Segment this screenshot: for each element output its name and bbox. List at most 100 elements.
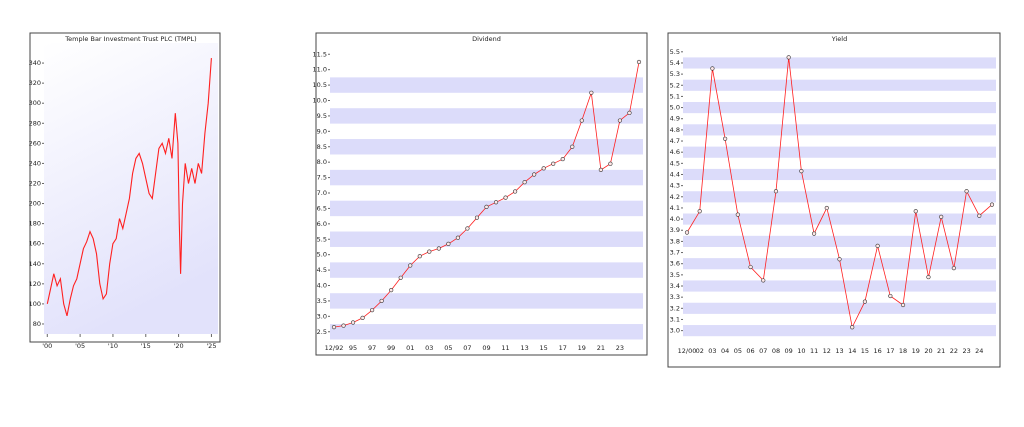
x-tick-label: 13 (520, 344, 528, 352)
y-tick-label: 340 (29, 59, 41, 67)
data-point (939, 214, 944, 219)
y-tick-label: 4.0 (317, 282, 327, 290)
x-tick-label: 12/92 (325, 344, 344, 352)
y-tick-label: 9.5 (317, 112, 327, 120)
data-point (811, 231, 817, 236)
y-tick-label: 5.3 (670, 70, 680, 78)
data-point (455, 235, 461, 240)
y-tick-label: 7.5 (317, 174, 327, 182)
data-point (926, 274, 931, 280)
data-point (875, 243, 880, 248)
y-tick-label: 10.0 (313, 97, 327, 105)
x-tick-label: 15 (861, 347, 869, 355)
data-point (512, 189, 518, 194)
data-point (532, 172, 537, 177)
y-tick-label: 320 (29, 79, 41, 87)
grid-band (683, 325, 996, 337)
data-point (761, 278, 766, 283)
y-tick-label: 240 (29, 159, 41, 167)
data-point (964, 189, 969, 194)
x-tick-label: 11 (501, 344, 509, 352)
grid-band (683, 280, 996, 292)
y-tick-label: 6.5 (317, 204, 327, 212)
y-tick-label: 4.9 (670, 115, 680, 123)
data-point (331, 325, 337, 330)
x-tick-label: 95 (349, 344, 357, 352)
x-tick-label: '05 (75, 342, 85, 350)
data-point (608, 161, 613, 166)
y-tick-label: 5.5 (317, 235, 327, 243)
y-tick-label: 11.0 (313, 66, 327, 74)
data-point (474, 215, 480, 220)
grid-band (683, 213, 996, 225)
y-tick-label: 4.6 (670, 148, 680, 156)
data-point (570, 144, 575, 149)
data-point (417, 254, 422, 259)
y-tick-label: 220 (29, 179, 41, 187)
x-tick-label: 13 (835, 347, 843, 355)
grid-band (683, 146, 996, 158)
y-tick-label: 120 (29, 280, 41, 288)
y-tick-label: 200 (29, 200, 41, 208)
chart-title: Dividend (472, 35, 501, 43)
y-tick-label: 3.8 (670, 237, 680, 245)
grid-band (330, 231, 643, 247)
y-tick-label: 180 (29, 220, 41, 228)
data-point (579, 118, 584, 123)
data-point (446, 241, 451, 246)
y-tick-label: 3.7 (670, 249, 680, 257)
x-tick-label: 12/00 (678, 347, 697, 355)
chart-title: Yield (831, 35, 847, 43)
y-tick-label: 3.0 (670, 327, 680, 335)
data-point (951, 266, 956, 271)
data-point (636, 59, 642, 65)
x-tick-label: 21 (597, 344, 605, 352)
y-tick-label: 4.0 (670, 215, 680, 223)
data-point (748, 264, 753, 270)
x-tick-label: 16 (873, 347, 881, 355)
x-tick-label: 19 (912, 347, 920, 355)
x-tick-label: 11 (810, 347, 818, 355)
data-point (389, 288, 394, 293)
x-tick-label: '10 (108, 342, 118, 350)
data-point (837, 257, 842, 262)
x-tick-label: 21 (937, 347, 945, 355)
y-tick-label: 4.2 (670, 193, 680, 201)
y-tick-label: 300 (29, 99, 41, 107)
y-tick-label: 10.5 (313, 81, 327, 89)
data-line (333, 61, 640, 328)
data-point (350, 320, 356, 325)
x-tick-label: 14 (848, 347, 856, 355)
y-tick-label: 80 (33, 320, 41, 328)
x-tick-label: 01 (406, 344, 414, 352)
data-point (370, 308, 375, 313)
x-tick-label: 07 (463, 344, 471, 352)
chart-frame (667, 32, 1001, 368)
data-line (46, 58, 212, 317)
grid-band (683, 235, 996, 247)
data-point (560, 156, 565, 162)
grid-band (330, 262, 643, 278)
y-tick-label: 3.9 (670, 226, 680, 234)
x-tick-label: 22 (950, 347, 958, 355)
data-point (436, 246, 441, 251)
data-point (735, 212, 740, 217)
data-point (850, 325, 855, 330)
grid-band (683, 258, 996, 270)
data-point (379, 298, 384, 304)
x-tick-label: 23 (616, 344, 624, 352)
y-tick-label: 6.0 (317, 220, 327, 228)
data-point (773, 189, 779, 194)
grid-band (330, 108, 643, 124)
data-point (697, 209, 702, 214)
data-point (408, 263, 413, 268)
x-tick-label: 19 (578, 344, 586, 352)
x-tick-label: 15 (540, 344, 548, 352)
x-tick-label: 18 (899, 347, 907, 355)
x-tick-label: 17 (559, 344, 567, 352)
data-point (551, 161, 556, 166)
data-point (627, 110, 632, 115)
y-tick-label: 5.0 (317, 251, 327, 259)
data-point (493, 200, 499, 205)
y-tick-label: 3.1 (670, 315, 680, 323)
